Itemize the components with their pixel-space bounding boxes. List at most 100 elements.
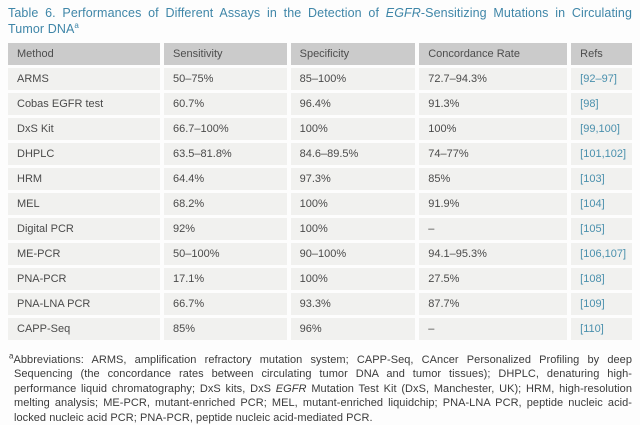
cell-concordance: 100% [419,118,568,140]
footnote-text: performance liquid chromatography; DxS k… [14,382,276,395]
cell-refs: [109] [571,293,632,315]
cell-specificity: 93.3% [290,293,416,315]
cell-concordance: 74–77% [419,143,568,165]
ref-link[interactable]: [103] [580,173,605,185]
ref-link[interactable]: [108] [580,273,605,285]
title-text-pre: Table 6. Performances of Different Assay… [8,6,386,20]
title-gene-italic: EGFR [385,6,421,20]
table-footnote: aAbbreviations: ARMS, amplification refr… [8,351,632,425]
cell-refs: [104] [571,193,632,215]
cell-method: MEL [8,193,160,215]
cell-concordance: 87.7% [419,293,568,315]
cell-method: DxS Kit [8,118,160,140]
cell-refs: [106,107] [571,243,632,265]
ref-link[interactable]: [105] [580,223,605,235]
ref-link[interactable]: [110] [580,323,604,335]
title-text-post: -Sensitizing Mutations in Circulating [420,6,632,20]
footnote-text: locked nucleic acid PCR; PNA-PCR, peptid… [14,411,373,424]
col-header-specificity: Specificity [290,43,416,65]
footnote-text: Mutation Test Kit (DxS, Manchester, UK);… [306,382,633,395]
cell-concordance: 85% [419,168,568,190]
cell-sensitivity: 50–75% [164,68,287,90]
table-row: PNA-PCR 17.1% 100% 27.5% [108] [8,268,632,290]
col-header-refs: Refs [571,43,632,65]
cell-concordance: 91.9% [419,193,568,215]
cell-specificity: 97.3% [290,168,416,190]
cell-method: HRM [8,168,160,190]
cell-refs: [105] [571,218,632,240]
footnote-text: melting analysis; ME-PCR, mutant-enriche… [14,397,632,410]
table-row: DHPLC 63.5–81.8% 84.6–89.5% 74–77% [101,… [8,143,632,165]
cell-sensitivity: 17.1% [164,268,287,290]
cell-concordance: 94.1–95.3% [419,243,568,265]
ref-link[interactable]: [98] [580,98,599,110]
col-header-sensitivity: Sensitivity [164,43,287,65]
cell-sensitivity: 68.2% [164,193,287,215]
table-row: CAPP-Seq 85% 96% – [110] [8,318,632,340]
footnote-text: Abbreviations: ARMS, amplification refra… [13,354,632,366]
table-row: DxS Kit 66.7–100% 100% 100% [99,100] [8,118,632,140]
table-row: ARMS 50–75% 85–100% 72.7–94.3% [92–97] [8,68,632,90]
cell-specificity: 100% [290,218,416,240]
cell-refs: [101,102] [571,143,632,165]
table-title: Table 6. Performances of Different Assay… [8,5,632,37]
table-title-line-1: Table 6. Performances of Different Assay… [8,5,632,21]
cell-sensitivity: 63.5–81.8% [164,143,287,165]
footnote-gene-italic: EGFR [275,382,307,395]
cell-sensitivity: 50–100% [164,243,287,265]
cell-concordance: – [419,218,568,240]
title-text-line2: Tumor DNA [8,22,75,36]
cell-method: ME-PCR [8,243,160,265]
cell-method: PNA-LNA PCR [8,293,160,315]
cell-sensitivity: 64.4% [164,168,287,190]
header-row: Method Sensitivity Specificity Concordan… [8,43,632,65]
cell-specificity: 100% [290,118,416,140]
cell-concordance: – [419,318,568,340]
assay-performance-table: Method Sensitivity Specificity Concordan… [4,40,636,343]
cell-sensitivity: 85% [164,318,287,340]
cell-specificity: 90–100% [290,243,416,265]
table-row: HRM 64.4% 97.3% 85% [103] [8,168,632,190]
ref-link[interactable]: [92–97] [580,73,617,85]
cell-specificity: 100% [290,193,416,215]
footnote-line: locked nucleic acid PCR; PNA-PCR, peptid… [14,411,632,425]
cell-concordance: 27.5% [419,268,568,290]
cell-sensitivity: 66.7% [164,293,287,315]
cell-specificity: 100% [290,268,416,290]
ref-link[interactable]: [104] [580,198,605,210]
table-row: PNA-LNA PCR 66.7% 93.3% 87.7% [109] [8,293,632,315]
col-header-method: Method [8,43,160,65]
footnote-line: Sequencing (the concordance rates betwee… [14,367,632,381]
footnote-marker: a [9,351,14,361]
cell-method: CAPP-Seq [8,318,160,340]
cell-concordance: 72.7–94.3% [419,68,568,90]
cell-method: Digital PCR [8,218,160,240]
table-row: Digital PCR 92% 100% – [105] [8,218,632,240]
ref-link[interactable]: [109] [580,298,605,310]
cell-sensitivity: 66.7–100% [164,118,287,140]
cell-sensitivity: 92% [164,218,287,240]
table-row: Cobas EGFR test 60.7% 96.4% 91.3% [98] [8,93,632,115]
cell-sensitivity: 60.7% [164,93,287,115]
footnote-text: Sequencing (the concordance rates betwee… [14,368,632,381]
footnote-line: melting analysis; ME-PCR, mutant-enriche… [14,396,632,410]
ref-link[interactable]: [99,100] [580,123,620,135]
cell-refs: [108] [571,268,632,290]
cell-refs: [98] [571,93,632,115]
cell-concordance: 91.3% [419,93,568,115]
cell-refs: [103] [571,168,632,190]
cell-method: ARMS [8,68,160,90]
cell-specificity: 96.4% [290,93,416,115]
cell-specificity: 96% [290,318,416,340]
cell-refs: [110] [571,318,632,340]
footnote-line: performance liquid chromatography; DxS k… [14,382,632,396]
col-header-concordance-rate: Concordance Rate [419,43,568,65]
table-row: ME-PCR 50–100% 90–100% 94.1–95.3% [106,1… [8,243,632,265]
cell-specificity: 85–100% [290,68,416,90]
ref-link[interactable]: [106,107] [580,248,627,260]
ref-link[interactable]: [101,102] [580,148,627,160]
cell-method: DHPLC [8,143,160,165]
title-footnote-marker: a [74,20,79,30]
table-title-line-2: Tumor DNAa [8,21,632,37]
